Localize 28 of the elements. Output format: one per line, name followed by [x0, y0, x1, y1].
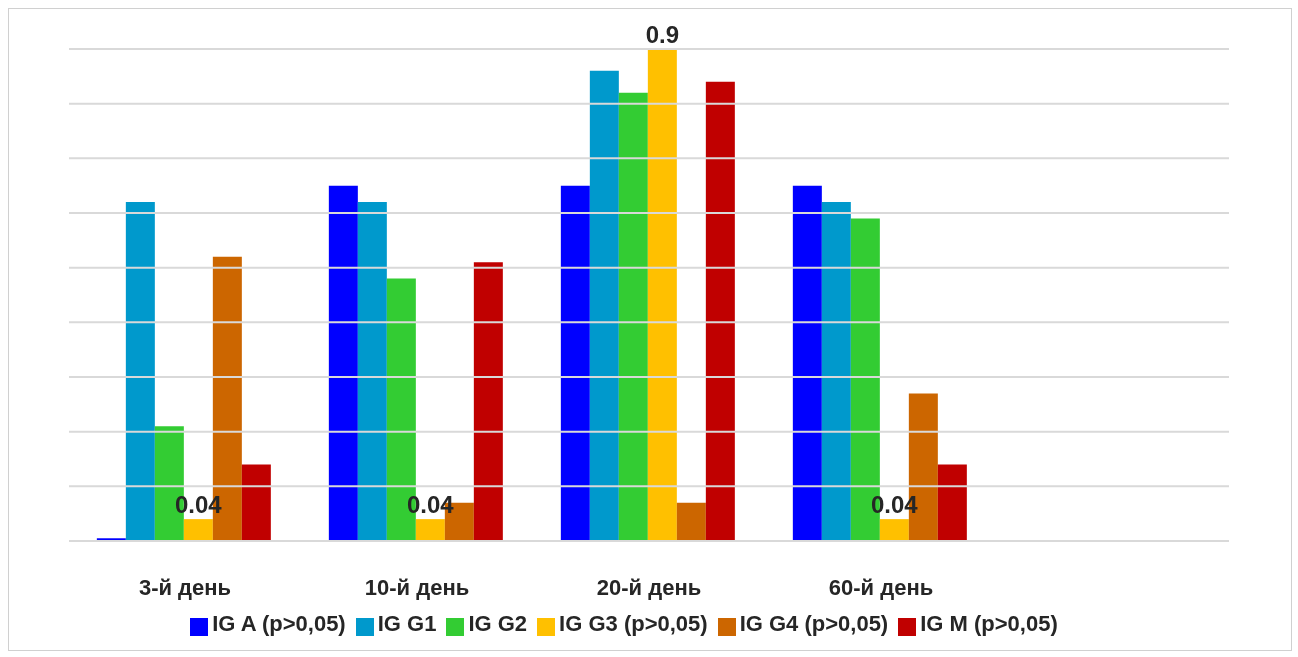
legend-label: IG G4 (p>0,05): [739, 611, 889, 636]
x-tick-label: 3-й день: [138, 574, 232, 600]
legend-label: IG A (p>0,05): [212, 611, 346, 636]
bar: [328, 185, 358, 541]
bar: [821, 202, 851, 541]
bar: [618, 92, 648, 541]
bar: [647, 49, 677, 541]
x-tick-label: 60-й день: [828, 574, 934, 600]
bar: [676, 502, 706, 541]
x-tick-label: 20-й день: [596, 574, 702, 600]
data-label: 0.9: [645, 21, 680, 48]
bar: [473, 262, 503, 541]
legend-label: IG M (p>0,05): [920, 611, 1058, 636]
bar: [125, 202, 155, 541]
bar: [415, 519, 445, 541]
x-tick-label: 10-й день: [364, 574, 470, 600]
legend-label: IG G1: [377, 611, 437, 636]
legend-label: IG G2: [468, 611, 528, 636]
bar: [705, 81, 735, 541]
bar: [589, 70, 619, 541]
bar: [560, 185, 590, 541]
bar: [357, 202, 387, 541]
legend-label: IG G3 (p>0,05): [559, 611, 708, 636]
bar: [879, 519, 909, 541]
bar: [183, 519, 213, 541]
bar: [792, 185, 822, 541]
bar: [937, 464, 967, 541]
bar: [241, 464, 271, 541]
